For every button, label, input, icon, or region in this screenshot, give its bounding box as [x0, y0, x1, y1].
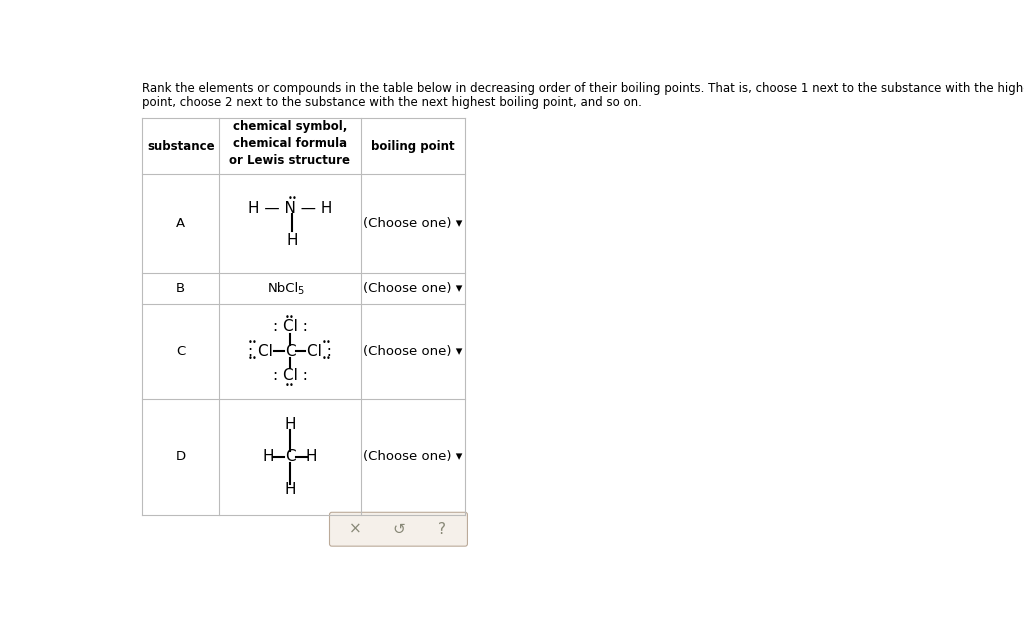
Text: B: B [176, 282, 185, 295]
Text: C: C [285, 449, 295, 464]
Text: ••: •• [323, 339, 332, 347]
Text: ?: ? [438, 522, 445, 536]
Text: ••: •• [285, 313, 295, 322]
Text: ••: •• [285, 381, 295, 390]
Text: : Cl :: : Cl : [272, 368, 307, 384]
Text: H: H [285, 481, 296, 497]
Text: H: H [287, 233, 298, 248]
Text: chemical symbol,
chemical formula
or Lewis structure: chemical symbol, chemical formula or Lew… [229, 119, 350, 167]
Text: ••: •• [248, 353, 258, 363]
Text: 5: 5 [297, 286, 303, 296]
Text: C: C [285, 344, 295, 359]
Text: ••: •• [248, 339, 258, 347]
Text: (Choose one) ▾: (Choose one) ▾ [364, 451, 463, 464]
Text: (Choose one) ▾: (Choose one) ▾ [364, 282, 463, 295]
Text: A: A [176, 217, 185, 230]
Text: boiling point: boiling point [371, 140, 455, 153]
Text: C: C [176, 345, 185, 358]
Text: Cl :: Cl : [307, 344, 332, 359]
Text: H: H [285, 417, 296, 432]
Text: (Choose one) ▾: (Choose one) ▾ [364, 217, 463, 230]
Text: ↺: ↺ [392, 522, 404, 536]
Text: ×: × [349, 522, 361, 536]
Text: H: H [262, 449, 274, 464]
Text: ••: •• [323, 353, 332, 363]
Text: H — N — H: H — N — H [248, 201, 332, 216]
Text: ••: •• [288, 193, 297, 203]
Text: H: H [306, 449, 317, 464]
Text: Rank the elements or compounds in the table below in decreasing order of their b: Rank the elements or compounds in the ta… [142, 82, 1024, 95]
FancyBboxPatch shape [330, 512, 467, 546]
Text: substance: substance [146, 140, 214, 153]
Text: : Cl: : Cl [248, 344, 273, 359]
Text: D: D [176, 451, 185, 464]
Text: : Cl :: : Cl : [272, 320, 307, 334]
Text: NbCl: NbCl [268, 282, 299, 295]
Text: point, choose 2 next to the substance with the next highest boiling point, and s: point, choose 2 next to the substance wi… [142, 96, 642, 109]
Text: (Choose one) ▾: (Choose one) ▾ [364, 345, 463, 358]
